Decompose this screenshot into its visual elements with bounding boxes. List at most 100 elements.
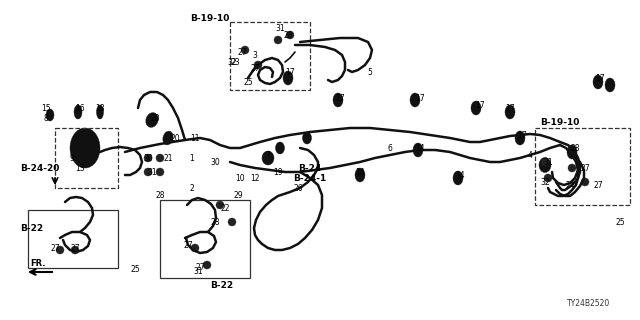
Bar <box>28 210 118 268</box>
Circle shape <box>581 178 589 186</box>
Text: 17: 17 <box>415 93 425 102</box>
Circle shape <box>274 36 282 44</box>
Circle shape <box>191 244 199 252</box>
Ellipse shape <box>97 105 104 119</box>
Ellipse shape <box>355 168 365 182</box>
Text: 31: 31 <box>543 157 553 166</box>
Text: 25: 25 <box>130 266 140 275</box>
Ellipse shape <box>413 143 423 157</box>
Text: 17: 17 <box>517 131 527 140</box>
Ellipse shape <box>515 131 525 145</box>
Text: 27: 27 <box>70 244 80 252</box>
Text: 17: 17 <box>285 68 295 76</box>
Circle shape <box>156 168 164 176</box>
Text: TY24B2520: TY24B2520 <box>567 299 610 308</box>
Text: B-19-10: B-19-10 <box>540 117 580 126</box>
Text: 27: 27 <box>237 47 247 57</box>
Ellipse shape <box>471 101 481 115</box>
Text: 24: 24 <box>565 180 575 189</box>
Ellipse shape <box>539 157 551 172</box>
Text: B-24-20: B-24-20 <box>20 164 60 172</box>
Text: B-24-1: B-24-1 <box>293 173 326 182</box>
Bar <box>55 128 118 188</box>
Text: 27: 27 <box>580 164 590 172</box>
Text: 25: 25 <box>615 218 625 227</box>
Circle shape <box>241 46 249 54</box>
Text: 17: 17 <box>335 93 345 102</box>
Text: 3: 3 <box>253 51 257 60</box>
Text: 17: 17 <box>505 103 515 113</box>
Text: 30: 30 <box>143 154 153 163</box>
Text: 28: 28 <box>284 30 292 39</box>
Text: 19: 19 <box>273 167 283 177</box>
Ellipse shape <box>303 132 312 144</box>
Text: 27: 27 <box>50 244 60 252</box>
Text: 30: 30 <box>210 157 220 166</box>
Ellipse shape <box>567 145 577 159</box>
Text: 27: 27 <box>593 180 603 189</box>
Text: 31: 31 <box>193 268 203 276</box>
Text: 28: 28 <box>570 143 580 153</box>
Text: 22: 22 <box>220 204 230 212</box>
Text: 6: 6 <box>388 143 392 153</box>
Bar <box>160 200 250 278</box>
Text: 21: 21 <box>163 154 173 163</box>
Text: 2: 2 <box>189 183 195 193</box>
Circle shape <box>71 246 79 254</box>
Text: 14: 14 <box>455 171 465 180</box>
Ellipse shape <box>410 93 420 107</box>
Text: 18: 18 <box>95 103 105 113</box>
Text: 31: 31 <box>275 23 285 33</box>
Circle shape <box>541 158 549 166</box>
Text: 1: 1 <box>189 154 195 163</box>
Text: B-24: B-24 <box>298 164 322 172</box>
Ellipse shape <box>453 171 463 185</box>
Text: 8: 8 <box>44 114 49 123</box>
Ellipse shape <box>74 105 82 119</box>
Text: 7: 7 <box>266 150 271 159</box>
Text: 12: 12 <box>250 173 260 182</box>
Circle shape <box>254 61 262 69</box>
Ellipse shape <box>593 75 603 89</box>
Text: 26: 26 <box>293 183 303 193</box>
Text: 15: 15 <box>41 103 51 113</box>
Ellipse shape <box>333 93 343 107</box>
Circle shape <box>56 246 64 254</box>
Text: 27: 27 <box>250 63 260 73</box>
Text: 23: 23 <box>230 58 240 67</box>
Text: 14: 14 <box>415 143 425 153</box>
Circle shape <box>228 218 236 226</box>
Bar <box>535 128 630 205</box>
Text: B-22: B-22 <box>20 223 44 233</box>
Circle shape <box>156 154 164 162</box>
Ellipse shape <box>505 105 515 119</box>
Ellipse shape <box>146 113 158 127</box>
Text: 17: 17 <box>475 100 485 109</box>
Text: 5: 5 <box>367 68 372 76</box>
Text: 9: 9 <box>70 154 74 163</box>
Text: 32: 32 <box>540 178 550 187</box>
Text: 16: 16 <box>75 103 85 113</box>
Circle shape <box>203 261 211 269</box>
Circle shape <box>568 164 576 172</box>
Text: 14: 14 <box>355 167 365 177</box>
Text: 20: 20 <box>170 133 180 142</box>
Text: 13: 13 <box>75 164 85 172</box>
Text: 10: 10 <box>235 173 245 182</box>
Text: 28: 28 <box>211 218 220 227</box>
Text: 31: 31 <box>147 167 157 177</box>
Ellipse shape <box>70 128 100 168</box>
Bar <box>230 22 310 90</box>
Ellipse shape <box>283 71 293 85</box>
Ellipse shape <box>46 109 54 121</box>
Circle shape <box>544 174 552 182</box>
Text: 20: 20 <box>150 114 160 123</box>
Text: 28: 28 <box>156 190 164 199</box>
Text: 29: 29 <box>233 190 243 199</box>
Text: FR.: FR. <box>30 259 45 268</box>
Text: 17: 17 <box>595 74 605 83</box>
Circle shape <box>144 154 152 162</box>
Ellipse shape <box>262 151 274 165</box>
Text: 27: 27 <box>183 241 193 250</box>
Text: B-22: B-22 <box>211 281 234 290</box>
